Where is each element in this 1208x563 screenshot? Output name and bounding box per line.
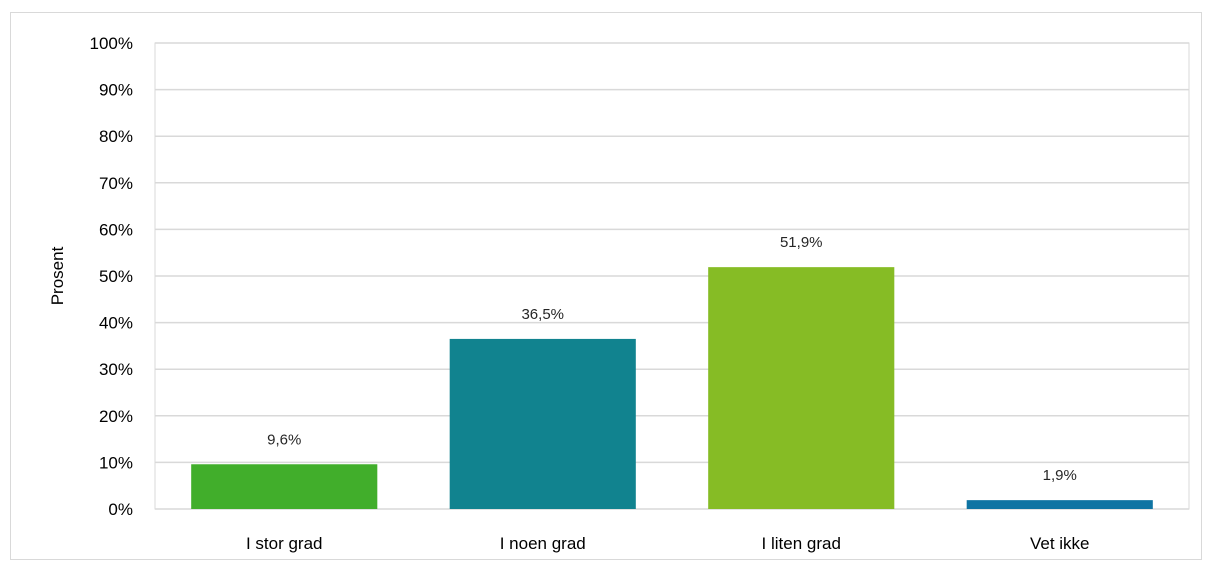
bar [966, 500, 1153, 509]
data-label: 9,6% [267, 431, 301, 448]
x-tick-label: I noen grad [500, 534, 586, 553]
y-axis: 0% 10% 20% 30% 40% 50% 60% 70% 80% 90% 100% [90, 34, 133, 519]
y-tick-label: 40% [99, 314, 133, 333]
y-axis-title: Prosent [48, 246, 67, 305]
data-labels: 9,6% 36,5% 51,9% 1,9% [267, 234, 1077, 484]
y-tick-label: 30% [99, 360, 133, 379]
bar [708, 267, 895, 509]
bars [191, 267, 1153, 509]
y-tick-label: 90% [99, 81, 133, 100]
data-label: 36,5% [521, 306, 564, 323]
x-tick-label: I liten grad [762, 534, 841, 553]
y-tick-label: 70% [99, 174, 133, 193]
x-tick-label: I stor grad [246, 534, 323, 553]
bar [191, 464, 378, 509]
plot-area [154, 42, 1190, 510]
y-tick-label: 80% [99, 127, 133, 146]
data-label: 51,9% [780, 234, 823, 251]
y-tick-label: 10% [99, 453, 133, 472]
bar [449, 338, 636, 509]
y-tick-label: 60% [99, 220, 133, 239]
gridlines [155, 42, 1189, 510]
x-axis: I stor grad I noen grad I liten grad Vet ik… [246, 534, 1090, 553]
y-tick-label: 20% [99, 407, 133, 426]
x-tick-label: Vet ikke [1030, 534, 1090, 553]
y-tick-label: 100% [90, 34, 133, 53]
y-tick-label: 50% [99, 267, 133, 286]
y-tick-label: 0% [108, 500, 133, 519]
data-label: 1,9% [1043, 467, 1077, 484]
